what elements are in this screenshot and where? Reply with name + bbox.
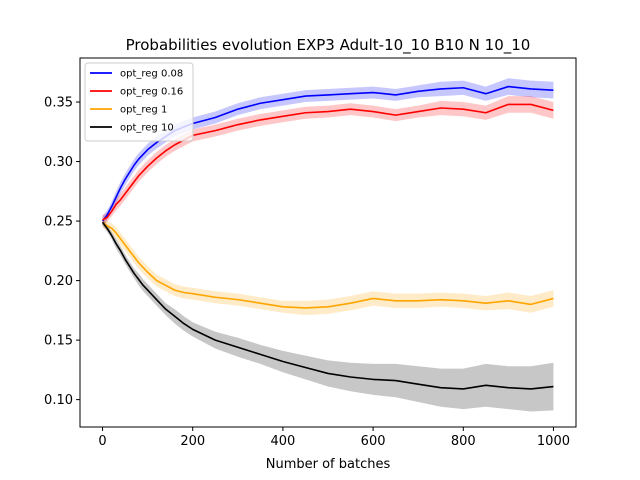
legend-label-opt-reg-10: opt_reg 10 xyxy=(120,123,174,134)
series-lines xyxy=(101,85,554,390)
x-tick-label: 800 xyxy=(451,434,476,449)
plot-frame xyxy=(79,57,577,428)
x-tick-label: 400 xyxy=(270,434,295,449)
chart-title: Probabilities evolution EXP3 Adult-10_10… xyxy=(126,36,531,55)
x-tick-label: 600 xyxy=(361,434,386,449)
band-opt-reg-1 xyxy=(102,217,554,316)
x-tick-label: 1000 xyxy=(537,434,570,449)
line-opt-reg-10 xyxy=(101,221,554,390)
x-tick-label: 200 xyxy=(180,434,205,449)
y-tick-label: 0.35 xyxy=(44,96,73,111)
y-tick-label: 0.10 xyxy=(44,393,73,408)
x-tick-label: 0 xyxy=(98,434,106,449)
legend-label-opt-reg-0-08: opt_reg 0.08 xyxy=(120,69,183,80)
y-tick-label: 0.30 xyxy=(44,155,73,170)
y-tick-label: 0.20 xyxy=(44,274,73,289)
legend-label-opt-reg-0-16: opt_reg 0.16 xyxy=(120,87,183,98)
y-tick-label: 0.15 xyxy=(44,334,73,349)
legend-box xyxy=(84,62,194,142)
band-opt-reg-0-08 xyxy=(102,78,554,226)
y-axis: 0.10 0.15 0.20 0.25 0.30 0.35 xyxy=(44,96,80,408)
x-axis-label: Number of batches xyxy=(266,457,391,472)
legend: opt_reg 0.08 opt_reg 0.16 opt_reg 1 opt_reg… xyxy=(84,62,194,142)
line-opt-reg-0-16 xyxy=(102,103,554,221)
x-axis: 0 200 400 600 800 1000 xyxy=(98,427,570,449)
band-opt-reg-0-16 xyxy=(102,96,554,225)
line-opt-reg-1 xyxy=(102,221,554,309)
legend-label-opt-reg-1: opt_reg 1 xyxy=(120,105,167,116)
y-tick-label: 0.25 xyxy=(44,215,73,230)
line-opt-reg-0-08 xyxy=(101,85,554,222)
